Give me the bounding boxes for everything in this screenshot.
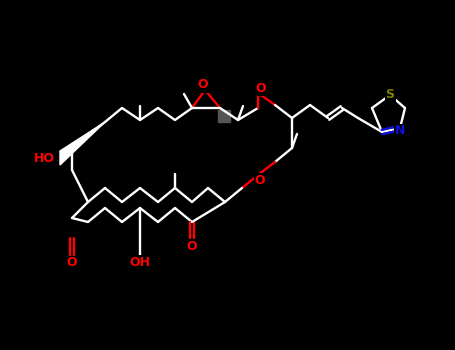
Polygon shape [218,110,230,122]
Text: OH: OH [130,256,151,268]
Text: N: N [395,125,405,138]
Text: O: O [197,78,208,91]
Text: O: O [256,82,266,95]
Text: O: O [255,174,265,187]
Text: O: O [187,239,197,252]
Polygon shape [60,122,105,165]
Text: HO: HO [34,152,55,164]
Text: O: O [67,257,77,270]
Text: S: S [385,89,394,101]
